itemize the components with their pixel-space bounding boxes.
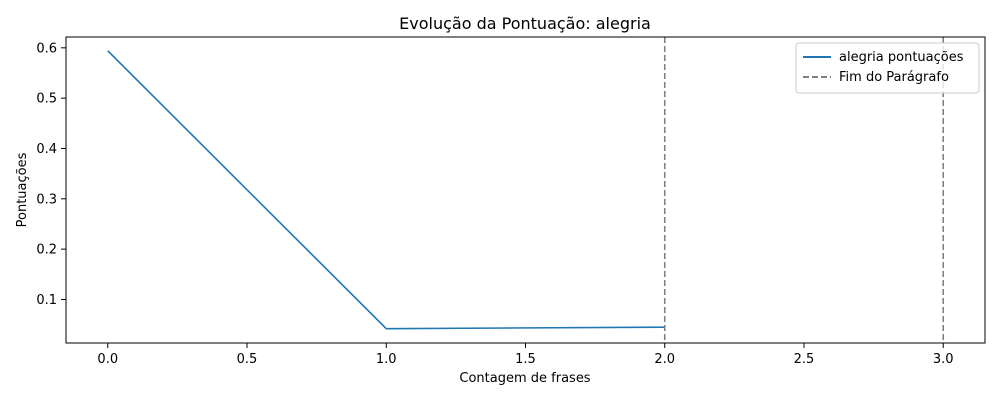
x-tick-label: 0.0 xyxy=(97,352,118,367)
y-tick-label: 0.2 xyxy=(36,243,57,258)
y-axis-ticks: 0.1 0.2 0.3 0.4 0.5 0.6 xyxy=(36,41,66,308)
x-tick-label: 3.0 xyxy=(933,352,954,367)
x-axis-label: Contagem de frases xyxy=(459,371,590,386)
legend-frame xyxy=(795,42,980,94)
x-tick-label: 2.5 xyxy=(794,352,815,367)
y-tick-label: 0.1 xyxy=(36,293,57,308)
y-tick-label: 0.3 xyxy=(36,192,57,207)
y-axis-label: Pontuações xyxy=(15,152,30,227)
x-axis-ticks: 0.0 0.5 1.0 1.5 2.0 2.5 3.0 xyxy=(97,343,954,367)
x-tick-label: 1.5 xyxy=(515,352,536,367)
x-tick-label: 1.0 xyxy=(376,352,397,367)
legend-entry-series: alegria pontuações xyxy=(839,50,964,65)
y-tick-label: 0.5 xyxy=(36,92,57,107)
series-line-0 xyxy=(107,50,665,330)
legend: alegria pontuações Fim do Parágrafo xyxy=(795,42,980,94)
chart-title: Evolução da Pontuação: alegria xyxy=(399,14,651,33)
x-tick-label: 0.5 xyxy=(237,352,258,367)
y-tick-label: 0.4 xyxy=(36,142,57,157)
x-tick-label: 2.0 xyxy=(654,352,675,367)
legend-entry-vline: Fim do Parágrafo xyxy=(839,70,949,85)
y-tick-label: 0.6 xyxy=(36,41,57,56)
